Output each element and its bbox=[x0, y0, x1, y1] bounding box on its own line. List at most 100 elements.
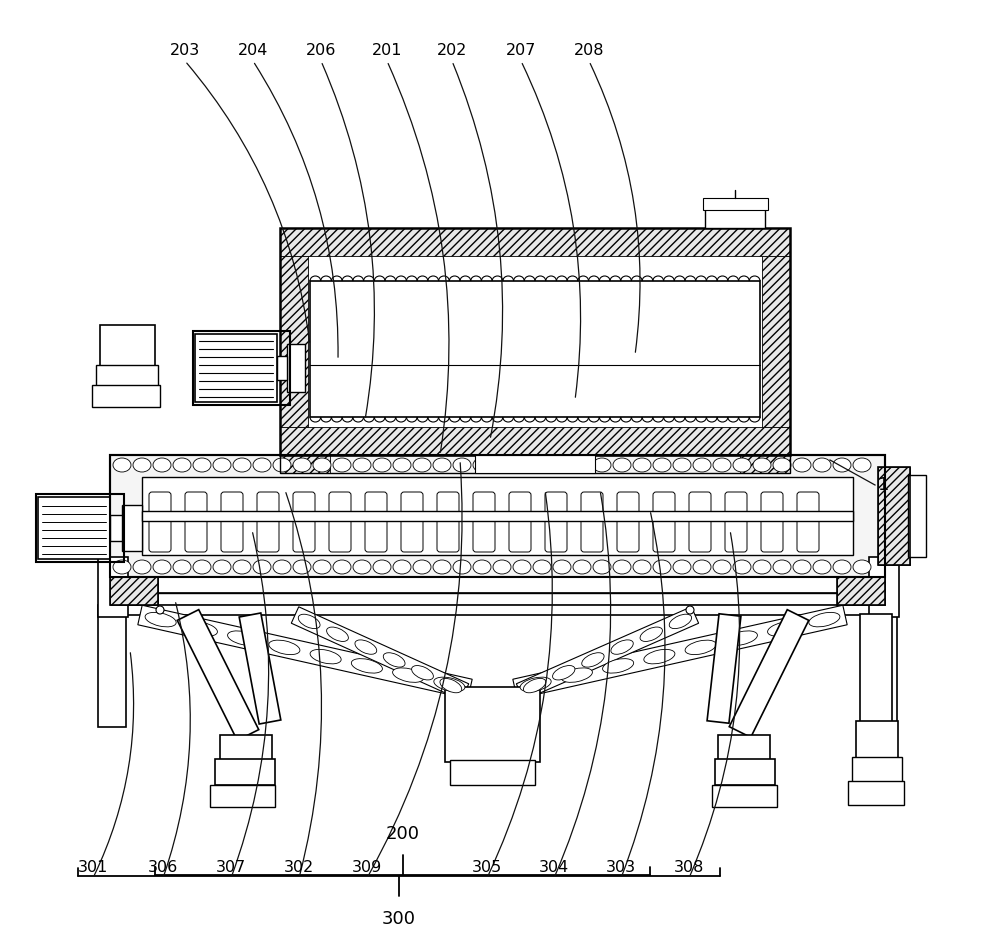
Ellipse shape bbox=[768, 621, 799, 636]
Bar bbox=[220, 735, 272, 761]
FancyBboxPatch shape bbox=[509, 492, 531, 552]
Bar bbox=[98, 615, 126, 727]
Ellipse shape bbox=[351, 659, 382, 673]
Text: 206: 206 bbox=[306, 43, 336, 58]
FancyBboxPatch shape bbox=[329, 492, 351, 552]
Text: 309: 309 bbox=[352, 860, 382, 875]
Ellipse shape bbox=[833, 458, 851, 472]
Ellipse shape bbox=[793, 458, 811, 472]
Ellipse shape bbox=[653, 560, 671, 574]
Ellipse shape bbox=[473, 560, 491, 574]
Text: 207: 207 bbox=[506, 43, 536, 58]
Polygon shape bbox=[138, 605, 472, 699]
Ellipse shape bbox=[353, 458, 371, 472]
Ellipse shape bbox=[633, 560, 651, 574]
Text: 200: 200 bbox=[386, 825, 420, 843]
Ellipse shape bbox=[853, 458, 871, 472]
Ellipse shape bbox=[293, 458, 311, 472]
Ellipse shape bbox=[853, 560, 871, 574]
Ellipse shape bbox=[213, 458, 231, 472]
Bar bbox=[280, 228, 790, 455]
Ellipse shape bbox=[633, 458, 651, 472]
Ellipse shape bbox=[453, 560, 471, 574]
Ellipse shape bbox=[298, 615, 320, 629]
Bar bbox=[110, 577, 885, 593]
Bar bbox=[287, 344, 305, 392]
Circle shape bbox=[686, 606, 694, 614]
Bar bbox=[142, 511, 853, 521]
Bar bbox=[280, 228, 790, 256]
Bar bbox=[36, 494, 124, 562]
Ellipse shape bbox=[493, 458, 511, 472]
Ellipse shape bbox=[685, 640, 716, 654]
Ellipse shape bbox=[833, 560, 851, 574]
Ellipse shape bbox=[145, 613, 176, 627]
Ellipse shape bbox=[726, 631, 757, 645]
FancyBboxPatch shape bbox=[149, 492, 171, 552]
Polygon shape bbox=[177, 610, 259, 741]
Polygon shape bbox=[513, 605, 847, 699]
Ellipse shape bbox=[693, 458, 711, 472]
Bar bbox=[98, 605, 897, 615]
Bar bbox=[110, 455, 885, 577]
Ellipse shape bbox=[673, 560, 691, 574]
Ellipse shape bbox=[513, 560, 531, 574]
Ellipse shape bbox=[293, 560, 311, 574]
FancyBboxPatch shape bbox=[653, 492, 675, 552]
Ellipse shape bbox=[603, 659, 634, 673]
Bar bbox=[450, 760, 535, 785]
Ellipse shape bbox=[582, 652, 604, 667]
Ellipse shape bbox=[113, 560, 131, 574]
Ellipse shape bbox=[640, 627, 662, 641]
Bar bbox=[195, 334, 277, 402]
Text: 307: 307 bbox=[216, 860, 246, 875]
FancyBboxPatch shape bbox=[401, 492, 423, 552]
FancyBboxPatch shape bbox=[689, 492, 711, 552]
Ellipse shape bbox=[523, 678, 546, 693]
Ellipse shape bbox=[373, 458, 391, 472]
Bar bbox=[96, 365, 158, 387]
Ellipse shape bbox=[813, 560, 831, 574]
Bar bbox=[860, 614, 892, 722]
Ellipse shape bbox=[310, 650, 341, 664]
Bar bbox=[848, 781, 904, 805]
Text: 1: 1 bbox=[878, 476, 889, 494]
FancyBboxPatch shape bbox=[797, 492, 819, 552]
FancyBboxPatch shape bbox=[437, 492, 459, 552]
Circle shape bbox=[156, 606, 164, 614]
Polygon shape bbox=[516, 607, 699, 700]
Ellipse shape bbox=[233, 560, 251, 574]
FancyBboxPatch shape bbox=[293, 492, 315, 552]
Ellipse shape bbox=[493, 560, 511, 574]
Bar bbox=[715, 759, 775, 785]
Polygon shape bbox=[729, 610, 809, 738]
Ellipse shape bbox=[473, 458, 491, 472]
Text: 302: 302 bbox=[284, 860, 314, 875]
Bar bbox=[712, 785, 777, 807]
Ellipse shape bbox=[333, 560, 351, 574]
Bar bbox=[762, 256, 790, 427]
Bar bbox=[475, 455, 595, 473]
Ellipse shape bbox=[513, 458, 531, 472]
FancyBboxPatch shape bbox=[473, 492, 495, 552]
Ellipse shape bbox=[133, 560, 151, 574]
Bar bbox=[718, 735, 770, 761]
Bar bbox=[215, 759, 275, 785]
Text: 305: 305 bbox=[472, 860, 502, 875]
Ellipse shape bbox=[561, 668, 592, 683]
Bar bbox=[740, 455, 790, 473]
Bar bbox=[38, 497, 110, 559]
Text: 301: 301 bbox=[78, 860, 108, 875]
Ellipse shape bbox=[327, 627, 348, 641]
Ellipse shape bbox=[413, 458, 431, 472]
Bar bbox=[110, 455, 885, 577]
Bar bbox=[852, 757, 902, 782]
Bar bbox=[92, 385, 160, 407]
Ellipse shape bbox=[533, 560, 551, 574]
Bar bbox=[110, 593, 885, 605]
Ellipse shape bbox=[313, 560, 331, 574]
Ellipse shape bbox=[733, 560, 751, 574]
Ellipse shape bbox=[593, 560, 611, 574]
Bar bbox=[280, 427, 790, 455]
Ellipse shape bbox=[186, 621, 217, 636]
